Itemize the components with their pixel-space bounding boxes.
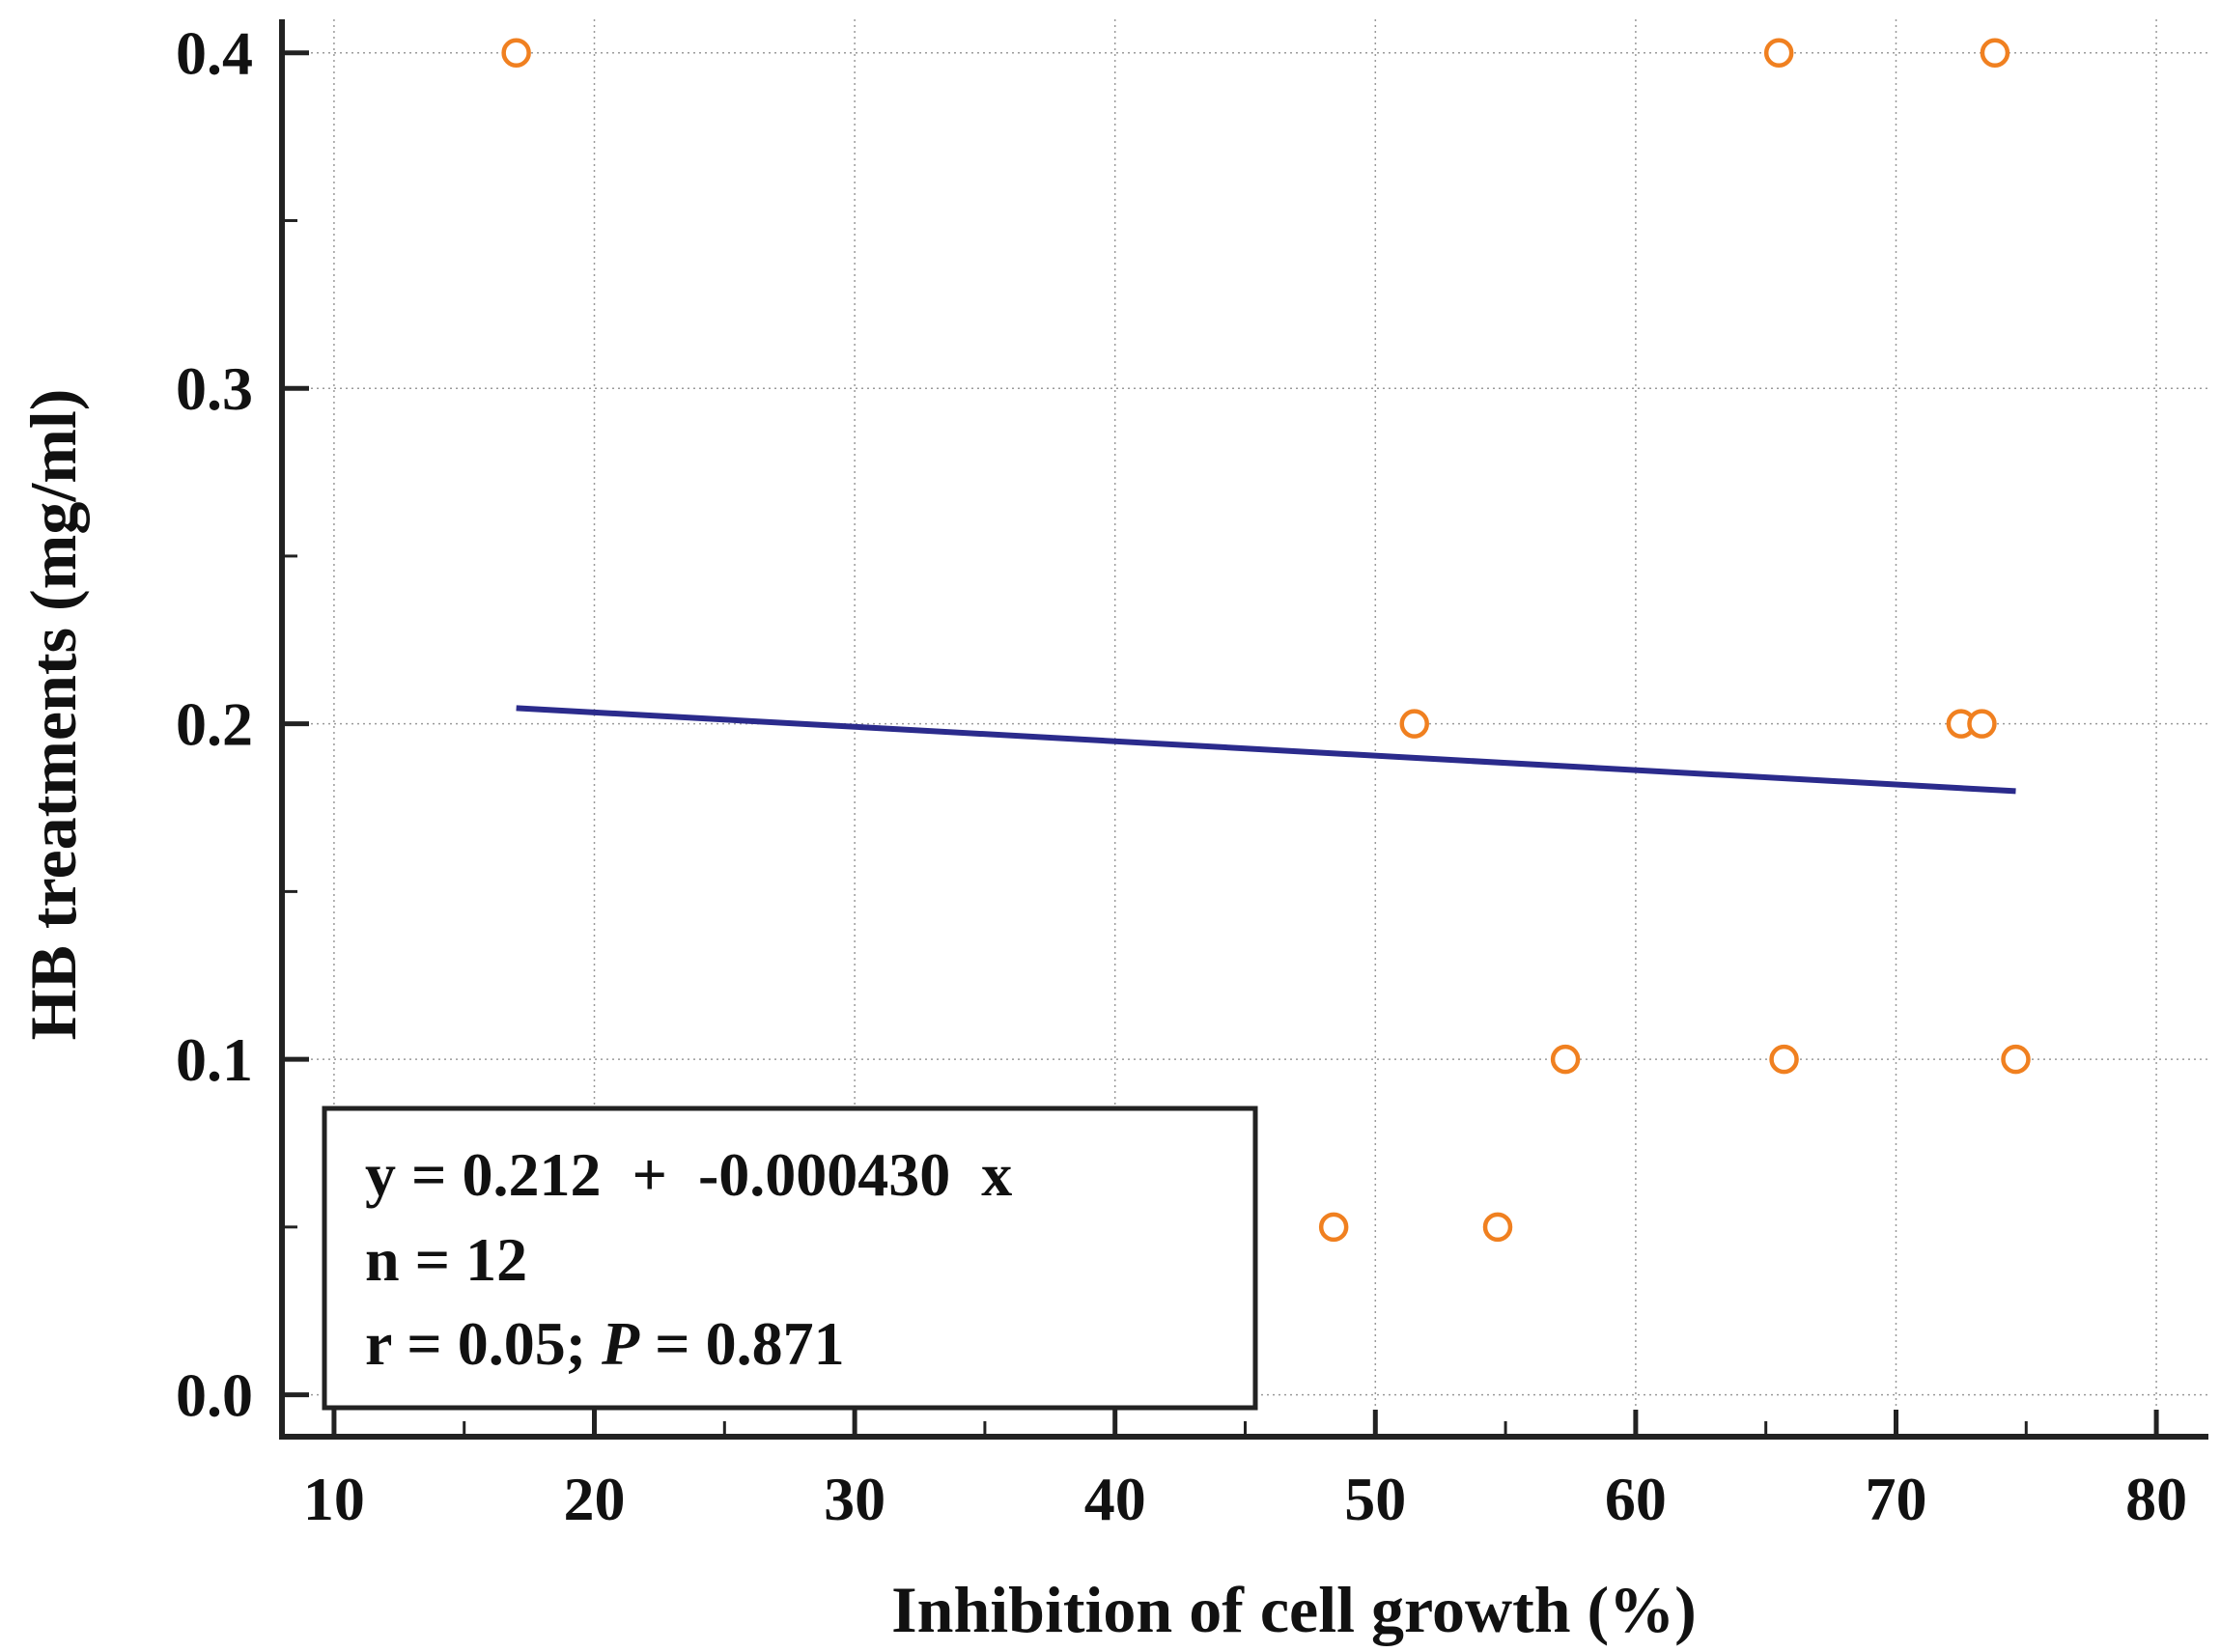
x-tick-labels: 10 20 30 40 50 60 70 80	[303, 1465, 2187, 1533]
x-tick-label-3: 40	[1084, 1465, 1146, 1533]
axes	[279, 19, 2208, 1440]
p-symbol: P	[601, 1309, 640, 1378]
y-tick-label-2: 0.2	[176, 690, 253, 759]
x-tick-label-1: 20	[564, 1465, 626, 1533]
x-tick-label-0: 10	[303, 1465, 365, 1533]
correlation-prefix: r = 0.05;	[365, 1309, 602, 1378]
minor-ticks	[282, 50, 2159, 1437]
x-tick-label-7: 80	[2125, 1465, 2187, 1533]
data-point-10	[1318, 1212, 1349, 1243]
stats-box-frame	[322, 1106, 1258, 1411]
data-point-11	[1482, 1212, 1513, 1243]
data-point-7	[1769, 1044, 1799, 1075]
data-point-2	[1980, 38, 2010, 68]
data-point-6	[1550, 1044, 1581, 1075]
regression-line	[516, 705, 2016, 795]
sample-size: n = 12	[365, 1225, 527, 1294]
data-points	[501, 38, 2031, 1243]
regression-equation: y = 0.212 + -0.000430 x	[365, 1140, 1012, 1209]
x-tick-label-2: 30	[824, 1465, 885, 1533]
x-tick-label-6: 70	[1865, 1465, 1926, 1533]
x-tick-label-5: 60	[1605, 1465, 1667, 1533]
data-point-0	[501, 38, 531, 68]
stats-annotation-box: y = 0.212 + -0.000430 x n = 12 r = 0.05;…	[322, 1106, 1258, 1411]
y-tick-labels: 0.0 0.1 0.2 0.3 0.4	[176, 19, 253, 1430]
y-tick-label-3: 0.3	[176, 354, 253, 423]
x-axis-title: Inhibition of cell growth (%)	[891, 1573, 1697, 1646]
data-point-8	[2001, 1044, 2031, 1075]
y-tick-label-0: 0.0	[176, 1361, 253, 1430]
p-value: = 0.871	[639, 1309, 844, 1378]
x-tick-label-4: 50	[1344, 1465, 1406, 1533]
y-tick-label-1: 0.1	[176, 1025, 253, 1094]
correlation-stats: r = 0.05; P = 0.871	[365, 1309, 845, 1378]
y-axis-title: HB treatments (mg/ml)	[16, 389, 90, 1041]
regression-line-group	[516, 705, 2016, 795]
data-point-5	[1967, 709, 1997, 739]
data-point-1	[1763, 38, 1794, 68]
y-tick-label-4: 0.4	[176, 19, 253, 88]
data-point-3	[1399, 709, 1429, 739]
